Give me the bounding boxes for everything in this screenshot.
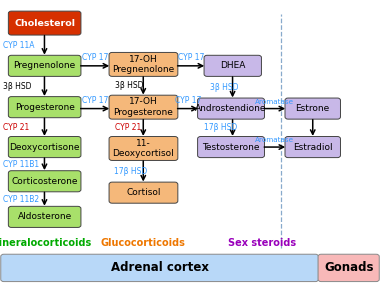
Text: Gonads: Gonads (324, 261, 374, 274)
Text: Corticosterone: Corticosterone (11, 177, 78, 186)
Text: 17-OH
Pregnenolone: 17-OH Pregnenolone (112, 55, 174, 74)
Text: CYP 11B2: CYP 11B2 (3, 195, 39, 203)
Text: Deoxycortisone: Deoxycortisone (10, 142, 80, 152)
FancyBboxPatch shape (8, 171, 81, 192)
Text: CYP 17: CYP 17 (82, 53, 108, 62)
FancyBboxPatch shape (109, 182, 178, 203)
Text: CYP 11A: CYP 11A (3, 41, 35, 50)
Text: Aromatase: Aromatase (255, 137, 294, 143)
Text: 17β HSD: 17β HSD (204, 123, 237, 132)
Text: Adrenal cortex: Adrenal cortex (111, 261, 209, 274)
FancyBboxPatch shape (8, 97, 81, 118)
Text: CYP 17: CYP 17 (178, 53, 204, 62)
Text: Estrone: Estrone (296, 104, 330, 113)
Text: CYP 21: CYP 21 (115, 123, 141, 132)
Text: Cortisol: Cortisol (126, 188, 161, 197)
Text: Glucocorticoids: Glucocorticoids (101, 238, 186, 248)
Text: CYP 17: CYP 17 (82, 96, 108, 105)
Text: CYP 11B1: CYP 11B1 (3, 160, 39, 169)
Text: Cholesterol: Cholesterol (14, 19, 75, 28)
FancyBboxPatch shape (109, 95, 178, 119)
Text: 11-
Deoxycortisol: 11- Deoxycortisol (112, 139, 174, 158)
Text: Testosterone: Testosterone (202, 142, 260, 152)
Text: Progesterone: Progesterone (15, 103, 74, 112)
Text: 17-OH
Progesterone: 17-OH Progesterone (114, 97, 173, 117)
Text: 3β HSD: 3β HSD (210, 83, 238, 92)
Text: 3β HSD: 3β HSD (3, 82, 32, 91)
Text: 17β HSD: 17β HSD (114, 167, 147, 176)
FancyBboxPatch shape (8, 137, 81, 158)
Text: Mineralocorticoids: Mineralocorticoids (0, 238, 91, 248)
FancyBboxPatch shape (109, 137, 178, 160)
FancyBboxPatch shape (285, 98, 340, 119)
FancyBboxPatch shape (8, 206, 81, 227)
FancyBboxPatch shape (198, 98, 264, 119)
Text: Pregnenolone: Pregnenolone (14, 61, 76, 70)
FancyBboxPatch shape (318, 254, 379, 282)
Text: Aldosterone: Aldosterone (17, 212, 72, 221)
FancyBboxPatch shape (1, 254, 318, 282)
FancyBboxPatch shape (285, 137, 340, 158)
Text: Aromatase: Aromatase (255, 99, 294, 105)
Text: Androstendione: Androstendione (195, 104, 267, 113)
FancyBboxPatch shape (8, 55, 81, 76)
Text: Estradiol: Estradiol (293, 142, 332, 152)
FancyBboxPatch shape (204, 55, 261, 76)
FancyBboxPatch shape (109, 52, 178, 76)
FancyBboxPatch shape (8, 11, 81, 35)
Text: CYP 21: CYP 21 (3, 123, 29, 132)
Text: 3β HSD: 3β HSD (115, 81, 143, 90)
Text: CYP 17: CYP 17 (174, 96, 201, 105)
Text: DHEA: DHEA (220, 61, 245, 70)
FancyBboxPatch shape (198, 137, 264, 158)
Text: Sex steroids: Sex steroids (228, 238, 296, 248)
